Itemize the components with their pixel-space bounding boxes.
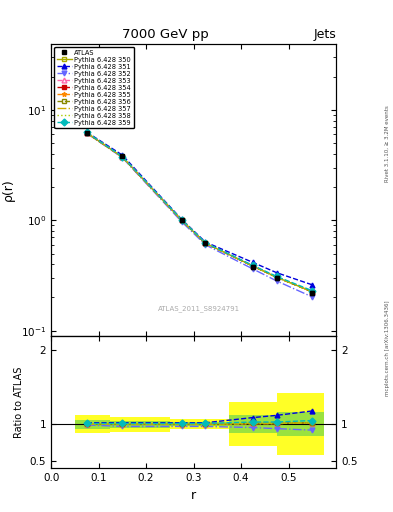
Pythia 6.428 356 (203, 240, 208, 246)
Pythia 6.428 355 (274, 274, 279, 280)
Line: Pythia 6.428 354: Pythia 6.428 354 (84, 131, 315, 294)
Pythia 6.428 351 (120, 152, 125, 158)
Pythia 6.428 352 (179, 219, 184, 225)
Pythia 6.428 356 (120, 154, 125, 160)
Pythia 6.428 354 (179, 217, 184, 223)
Line: Pythia 6.428 350: Pythia 6.428 350 (84, 131, 315, 294)
Pythia 6.428 359 (84, 130, 89, 136)
Pythia 6.428 359 (179, 217, 184, 223)
Legend: ATLAS, Pythia 6.428 350, Pythia 6.428 351, Pythia 6.428 352, Pythia 6.428 353, P: ATLAS, Pythia 6.428 350, Pythia 6.428 35… (54, 47, 134, 128)
Pythia 6.428 352 (310, 294, 315, 300)
Pythia 6.428 353 (274, 274, 279, 280)
Pythia 6.428 358 (120, 154, 125, 160)
Line: Pythia 6.428 357: Pythia 6.428 357 (87, 133, 312, 292)
Line: Pythia 6.428 351: Pythia 6.428 351 (84, 130, 315, 287)
Pythia 6.428 356 (310, 289, 315, 295)
Pythia 6.428 351 (251, 260, 255, 266)
Text: mcplots.cern.ch [arXiv:1306.3436]: mcplots.cern.ch [arXiv:1306.3436] (385, 301, 390, 396)
Text: 7000 GeV pp: 7000 GeV pp (122, 28, 208, 41)
Pythia 6.428 352 (251, 266, 255, 272)
Line: Pythia 6.428 356: Pythia 6.428 356 (84, 131, 315, 294)
Pythia 6.428 359 (274, 273, 279, 280)
Pythia 6.428 359 (120, 154, 125, 160)
Pythia 6.428 350 (84, 130, 89, 136)
Pythia 6.428 358 (251, 263, 255, 269)
Pythia 6.428 352 (274, 278, 279, 284)
Pythia 6.428 350 (203, 240, 208, 246)
Pythia 6.428 357 (120, 154, 125, 160)
Pythia 6.428 359 (251, 262, 255, 268)
Pythia 6.428 359 (203, 240, 208, 246)
Pythia 6.428 358 (84, 130, 89, 136)
Pythia 6.428 358 (179, 217, 184, 223)
Pythia 6.428 354 (310, 289, 315, 295)
Pythia 6.428 354 (120, 154, 125, 160)
Y-axis label: Ratio to ATLAS: Ratio to ATLAS (14, 367, 24, 438)
Line: Pythia 6.428 352: Pythia 6.428 352 (84, 131, 315, 300)
Pythia 6.428 354 (203, 240, 208, 246)
Pythia 6.428 354 (84, 130, 89, 136)
Pythia 6.428 358 (203, 240, 208, 246)
Pythia 6.428 352 (203, 242, 208, 248)
Pythia 6.428 353 (179, 217, 184, 223)
Pythia 6.428 353 (251, 263, 255, 269)
Pythia 6.428 351 (274, 270, 279, 276)
Pythia 6.428 355 (203, 240, 208, 246)
Pythia 6.428 355 (310, 289, 315, 295)
Pythia 6.428 356 (274, 274, 279, 280)
Pythia 6.428 350 (120, 154, 125, 160)
Pythia 6.428 353 (120, 154, 125, 160)
Pythia 6.428 352 (84, 130, 89, 136)
Pythia 6.428 358 (310, 289, 315, 295)
Pythia 6.428 358 (274, 274, 279, 280)
Pythia 6.428 356 (84, 130, 89, 136)
Pythia 6.428 350 (310, 289, 315, 295)
Line: Pythia 6.428 359: Pythia 6.428 359 (84, 130, 315, 293)
Pythia 6.428 353 (203, 240, 208, 246)
Pythia 6.428 355 (251, 263, 255, 269)
Text: Jets: Jets (313, 28, 336, 41)
Pythia 6.428 351 (203, 239, 208, 245)
Pythia 6.428 350 (251, 263, 255, 269)
Pythia 6.428 353 (84, 130, 89, 136)
Pythia 6.428 355 (84, 130, 89, 136)
Pythia 6.428 356 (251, 263, 255, 269)
Pythia 6.428 357 (251, 263, 255, 269)
Text: Rivet 3.1.10, ≥ 3.2M events: Rivet 3.1.10, ≥ 3.2M events (385, 105, 390, 182)
Pythia 6.428 352 (120, 155, 125, 161)
Pythia 6.428 355 (179, 217, 184, 223)
Line: Pythia 6.428 355: Pythia 6.428 355 (84, 131, 315, 294)
Pythia 6.428 357 (274, 274, 279, 280)
Pythia 6.428 357 (179, 217, 184, 223)
Pythia 6.428 350 (274, 274, 279, 280)
Pythia 6.428 356 (179, 217, 184, 223)
Pythia 6.428 357 (203, 240, 208, 246)
X-axis label: r: r (191, 489, 196, 502)
Pythia 6.428 354 (251, 263, 255, 269)
Pythia 6.428 351 (84, 129, 89, 135)
Pythia 6.428 357 (310, 289, 315, 295)
Pythia 6.428 357 (84, 130, 89, 136)
Pythia 6.428 350 (179, 217, 184, 223)
Pythia 6.428 359 (310, 288, 315, 294)
Line: Pythia 6.428 353: Pythia 6.428 353 (84, 131, 315, 294)
Line: Pythia 6.428 358: Pythia 6.428 358 (87, 133, 312, 292)
Pythia 6.428 354 (274, 274, 279, 280)
Pythia 6.428 355 (120, 154, 125, 160)
Pythia 6.428 353 (310, 289, 315, 295)
Text: ATLAS_2011_S8924791: ATLAS_2011_S8924791 (158, 306, 240, 312)
Pythia 6.428 351 (179, 216, 184, 222)
Y-axis label: ρ(r): ρ(r) (2, 178, 15, 201)
Pythia 6.428 351 (310, 282, 315, 288)
